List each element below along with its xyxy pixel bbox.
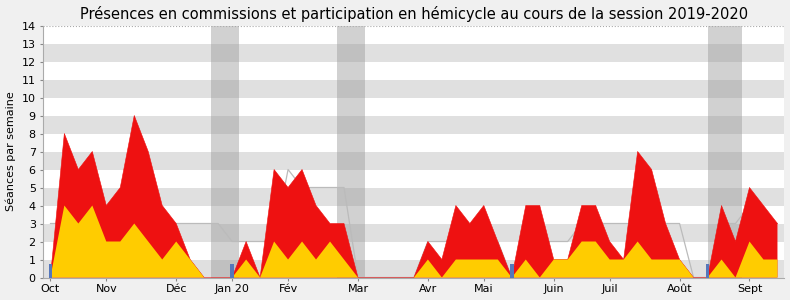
Bar [43, 169, 784, 188]
Bar [49, 264, 52, 278]
Bar [43, 80, 784, 98]
Bar [43, 152, 784, 169]
Bar [43, 224, 784, 242]
Bar [43, 188, 784, 206]
Bar [43, 134, 784, 152]
Bar [43, 61, 784, 80]
Bar [43, 260, 784, 278]
Bar [43, 206, 784, 224]
Bar [231, 264, 234, 278]
Bar [708, 26, 743, 278]
Y-axis label: Séances par semaine: Séances par semaine [6, 92, 16, 212]
Bar [43, 242, 784, 260]
Bar [211, 26, 239, 278]
Title: Présences en commissions et participation en hémicycle au cours de la session 20: Présences en commissions et participatio… [80, 6, 748, 22]
Bar [705, 264, 709, 278]
Bar [43, 116, 784, 134]
Bar [43, 26, 784, 44]
Bar [43, 44, 784, 62]
Bar [337, 26, 365, 278]
Bar [43, 98, 784, 116]
Bar [510, 264, 514, 278]
